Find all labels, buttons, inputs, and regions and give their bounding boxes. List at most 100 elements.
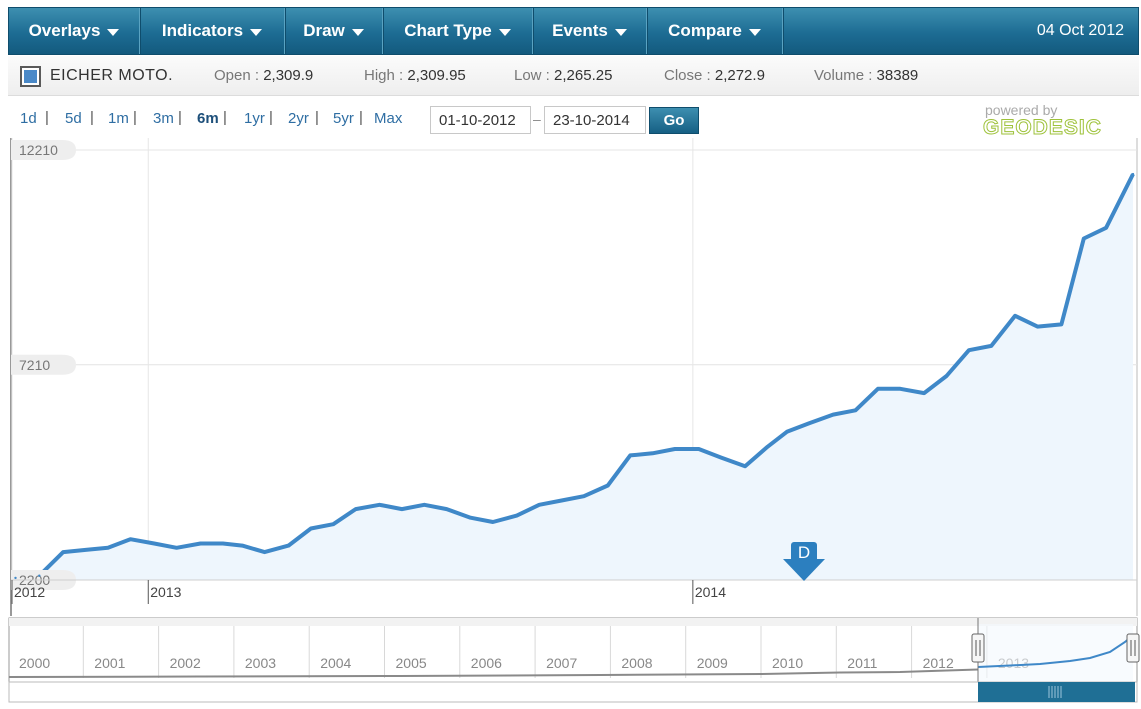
from-date-input[interactable] [430,106,531,134]
navigator-scrollbar-thumb[interactable] [978,682,1135,702]
navigator-year-label: 2010 [772,655,803,671]
price-series-line [15,173,1135,580]
quote-bar: EICHER MOTO. Open : 2,309.9 High : 2,309… [8,56,1139,96]
price-data-point [582,495,586,498]
price-data-point [354,507,357,511]
events-label: Events [552,21,608,40]
price-data-point [445,507,448,511]
navigator-left-handle[interactable] [971,633,985,663]
draw-menu[interactable]: Draw [285,8,383,54]
price-data-point [673,447,677,451]
navigator-scrollbar-track [8,681,1138,703]
y-tick-label: 7210 [19,357,50,373]
price-data-point [84,548,87,552]
event-marker[interactable]: D [783,542,825,581]
y-tick-tab [11,140,76,160]
range-navigator[interactable]: 2000 2001 2002 2003 2004 2005 2006 2007 2008 2009… [0,616,1141,709]
overlays-menu[interactable]: Overlays [9,8,140,54]
navigator-year-label: 2003 [245,655,276,671]
event-marker-badge [791,542,817,562]
series-color-swatch[interactable] [20,66,41,87]
navigator-right-handle[interactable] [1126,633,1140,663]
price-data-point [629,454,632,457]
price-data-point [651,452,654,455]
navigator-year-label: 2002 [170,655,201,671]
caret-down-icon [614,28,627,36]
range-separator: | [90,109,94,126]
range-max-button[interactable]: Max [374,110,403,127]
range-2yr-button[interactable]: 2yr [288,110,309,127]
range-1yr-button[interactable]: 1yr [244,110,265,127]
range-separator: | [359,109,363,126]
to-date-input[interactable] [544,106,646,134]
range-separator: | [133,109,137,126]
price-data-point [766,445,769,448]
date-range-dash: – [533,111,541,127]
price-area-fill [15,174,1133,580]
draw-label: Draw [303,21,345,40]
price-data-point [14,576,17,580]
open-value: Open : 2,309.9 [214,67,313,84]
caret-down-icon [748,28,761,36]
low-value: Low : 2,265.25 [514,67,612,84]
y-tick-tab [11,354,76,375]
x-tick-label: 2012 [14,584,45,600]
price-data-point [606,484,609,487]
powered-by-text: powered by [985,102,1058,118]
compare-menu[interactable]: Compare [647,8,783,54]
price-data-point [922,391,926,395]
range-separator: | [223,109,227,126]
price-data-point [560,499,563,502]
navigator-selected-line [977,634,1134,668]
range-selector: 1d | 5d | 1m | 3m | 6m | 1yr | 2yr | 5yr… [8,97,1139,140]
volume-value: Volume : 38389 [814,67,918,84]
open-number: 2,309.9 [263,67,314,84]
range-5yr-button[interactable]: 5yr [333,110,354,127]
symbol-name: EICHER MOTO. [50,67,174,84]
range-separator: | [269,109,273,126]
close-number: 2,272.9 [714,67,765,84]
price-data-point [175,546,178,549]
navigator-year-label: 2000 [19,655,50,671]
price-data-point [400,507,404,511]
low-label: Low : [514,67,555,84]
range-6m-button[interactable]: 6m [197,110,219,127]
price-data-point [241,544,244,547]
indicators-label: Indicators [161,21,244,40]
price-data-point [967,349,971,352]
navigator-history-line [8,668,979,678]
price-data-point [697,447,700,451]
price-data-point [332,523,335,526]
price-data-point [1036,325,1039,328]
geodesic-logo: GEODESIC [983,116,1102,140]
range-5d-button[interactable]: 5d [65,110,82,127]
navigator-year-label: 2008 [621,655,652,671]
range-separator: | [178,109,182,126]
price-data-point [129,538,132,541]
indicators-menu[interactable]: Indicators [140,8,285,54]
go-button[interactable]: Go [649,107,699,134]
price-data-point [263,550,266,554]
events-menu[interactable]: Events [533,8,647,54]
range-1d-button[interactable]: 1d [20,110,37,127]
y-tick-label: 12210 [19,142,58,158]
price-data-point [153,542,156,545]
close-value: Close : 2,272.9 [664,67,765,84]
overlays-label: Overlays [28,21,101,40]
range-separator: | [315,109,319,126]
price-data-point [854,409,857,412]
x-tick-label: 2014 [695,584,726,600]
price-data-point [469,516,472,519]
price-data-point [1013,314,1017,317]
price-data-point [899,387,902,390]
event-marker-label: D [798,543,810,562]
price-data-point [221,542,225,545]
navigator-top-strip [9,618,1137,626]
chart-type-menu[interactable]: Chart Type [383,8,533,54]
price-data-point [538,503,541,506]
price-data-point [423,503,426,506]
range-separator: | [45,109,49,126]
range-3m-button[interactable]: 3m [153,110,174,127]
range-1m-button[interactable]: 1m [108,110,129,127]
